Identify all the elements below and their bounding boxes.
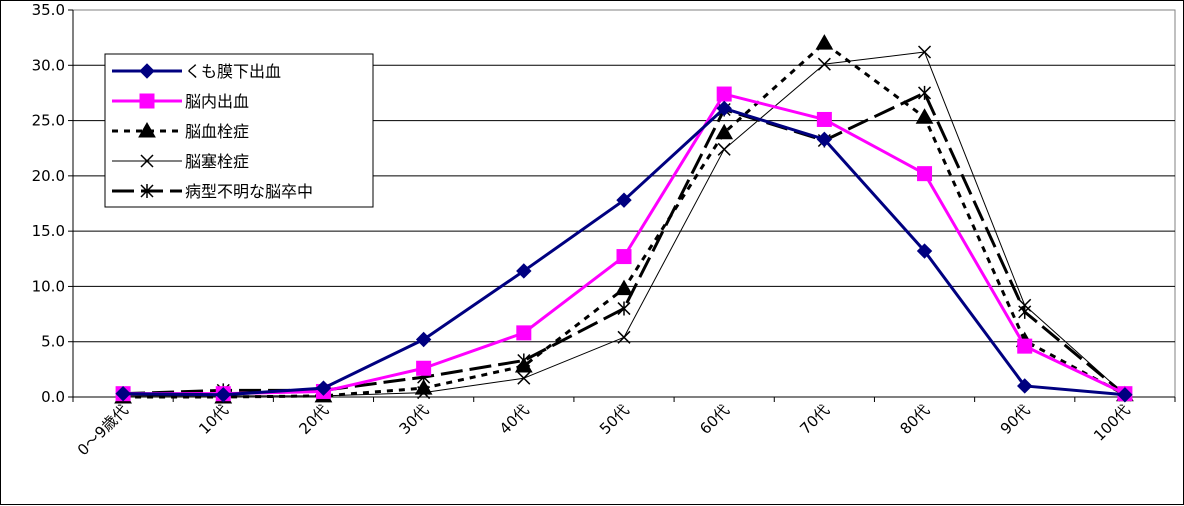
y-tick-label: 30.0 bbox=[32, 56, 65, 74]
series-line bbox=[123, 91, 1126, 396]
data-point bbox=[416, 360, 432, 376]
x-tick-label: 60代 bbox=[696, 401, 733, 438]
data-point bbox=[1018, 304, 1032, 319]
data-point bbox=[917, 166, 933, 182]
data-point bbox=[415, 331, 432, 348]
y-tick-label: 25.0 bbox=[32, 112, 65, 130]
data-point bbox=[617, 301, 631, 316]
data-point bbox=[918, 85, 932, 100]
series-layer bbox=[114, 34, 1134, 404]
legend-item: 脳内出血 bbox=[112, 92, 249, 111]
data-point bbox=[517, 371, 531, 385]
data-point bbox=[617, 330, 631, 344]
x-axis-labels: 0～9歳代 10代 20代 30代 40代 50代 60代 70代 80代 90代 100代 bbox=[74, 401, 1134, 459]
legend-label: 脳内出血 bbox=[185, 92, 249, 111]
data-point bbox=[1117, 387, 1133, 403]
legend-item: くも膜下出血 bbox=[112, 62, 281, 81]
y-tick-label: 35.0 bbox=[32, 1, 65, 19]
x-tick-label: 20代 bbox=[295, 401, 332, 438]
x-tick-label: 40代 bbox=[496, 401, 533, 438]
data-point bbox=[1017, 378, 1033, 394]
legend-label: くも膜下出血 bbox=[185, 62, 281, 81]
data-point bbox=[215, 387, 231, 403]
legend-marker bbox=[138, 121, 156, 138]
x-tick-label: 70代 bbox=[796, 401, 833, 438]
legend-item: 脳血栓症 bbox=[112, 121, 249, 141]
data-point bbox=[815, 34, 834, 50]
data-point bbox=[715, 123, 734, 140]
y-tick-label: 0.0 bbox=[41, 388, 65, 406]
x-tick-label: 50代 bbox=[596, 401, 633, 438]
data-point bbox=[115, 385, 131, 402]
x-tick-label: 80代 bbox=[897, 401, 934, 438]
legend-marker bbox=[139, 63, 155, 79]
data-point bbox=[816, 111, 832, 127]
data-point bbox=[516, 325, 532, 341]
data-point bbox=[816, 131, 833, 148]
y-tick-label: 15.0 bbox=[32, 222, 65, 240]
legend-label: 脳塞栓症 bbox=[185, 152, 249, 171]
data-point bbox=[1017, 338, 1033, 354]
data-point bbox=[915, 108, 934, 124]
y-tick-label: 5.0 bbox=[41, 333, 65, 351]
legend-marker bbox=[140, 154, 154, 168]
y-tick-label: 20.0 bbox=[32, 167, 65, 185]
legend-label: 病型不明な脳卒中 bbox=[185, 182, 313, 201]
data-point bbox=[517, 353, 531, 368]
x-tick-label: 30代 bbox=[396, 401, 433, 438]
data-point bbox=[315, 380, 332, 396]
x-tick-label: 0～9歳代 bbox=[74, 401, 132, 459]
x-tick-label: 10代 bbox=[195, 401, 232, 438]
data-point bbox=[615, 279, 633, 296]
series-0 bbox=[115, 100, 1133, 403]
x-tick-label: 90代 bbox=[997, 401, 1034, 438]
data-point bbox=[717, 142, 731, 156]
legend-marker bbox=[139, 93, 155, 109]
data-point bbox=[918, 45, 932, 59]
y-tick-label: 10.0 bbox=[32, 277, 65, 295]
legend-item: 病型不明な脳卒中 bbox=[112, 182, 313, 201]
data-point bbox=[516, 263, 532, 279]
data-point bbox=[414, 379, 433, 395]
legend-label: 脳血栓症 bbox=[185, 122, 249, 141]
legend-marker bbox=[140, 184, 154, 198]
data-point bbox=[616, 192, 632, 208]
data-point bbox=[916, 243, 933, 259]
y-axis-labels: 0.0 5.0 10.0 15.0 20.0 25.0 30.0 35.0 bbox=[32, 1, 65, 406]
legend-item: 脳塞栓症 bbox=[112, 152, 249, 171]
data-point bbox=[716, 86, 732, 102]
data-point bbox=[716, 100, 732, 117]
data-point bbox=[616, 249, 632, 265]
x-tick-label: 100代 bbox=[1090, 401, 1134, 445]
data-point bbox=[817, 57, 831, 71]
